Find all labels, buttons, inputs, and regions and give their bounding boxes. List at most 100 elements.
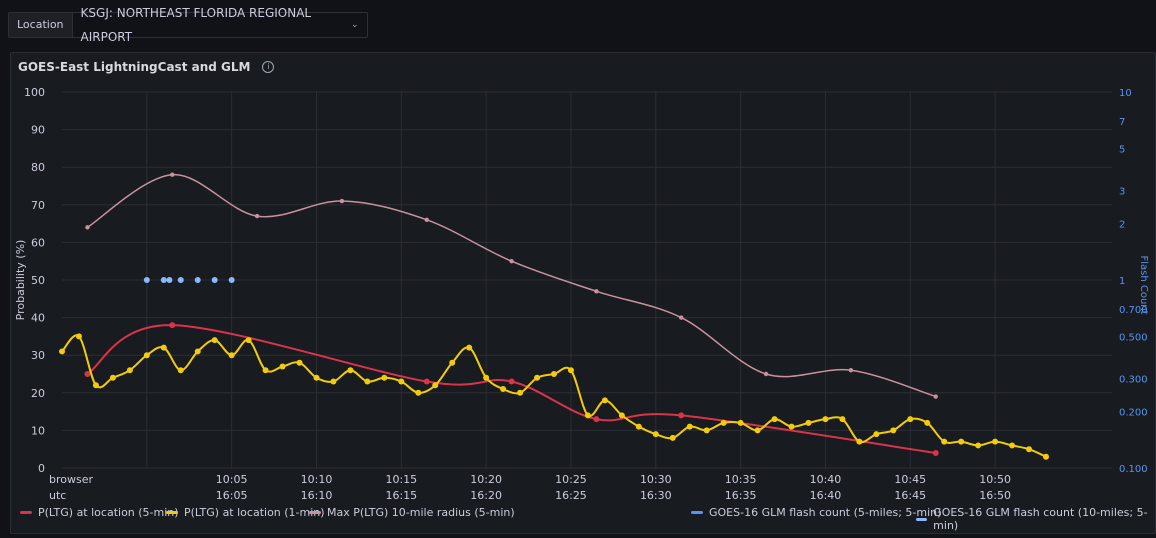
series-point-1 (347, 367, 354, 374)
series-point-1 (975, 442, 982, 449)
series-point-1 (432, 382, 439, 389)
legend-item-lightblue[interactable]: GOES-16 GLM flash count (10-miles; 5-min… (916, 506, 1156, 532)
series-point-1 (703, 427, 710, 434)
y-tick-label: 100 (24, 86, 45, 99)
series-point-1 (618, 412, 625, 419)
series-point-1 (567, 367, 574, 374)
series-point-2 (933, 394, 938, 399)
series-point-1 (517, 389, 524, 396)
legend-swatch (166, 511, 178, 514)
series-point-1 (59, 348, 65, 355)
legend: P(LTG) at location (5-min) P(LTG) at loc… (0, 506, 1156, 532)
x-tick-label-utc: 16:50 (979, 489, 1011, 502)
series-point-2 (594, 289, 599, 294)
series-point-1 (177, 367, 184, 374)
x-tick-label: 10:35 (725, 473, 757, 486)
x-tick-label-utc: 16:10 (301, 489, 333, 502)
series-point-1 (534, 374, 541, 381)
y-tick-label: 90 (31, 124, 45, 137)
legend-item-red[interactable]: P(LTG) at location (5-min) (20, 506, 179, 519)
series-point-1 (873, 431, 880, 438)
series-point-0 (84, 371, 91, 377)
location-select[interactable]: KSGJ: NORTHEAST FLORIDA REGIONAL AIRPORT… (72, 6, 367, 44)
legend-label: Max P(LTG) 10-mile radius (5-min) (327, 506, 515, 519)
x-tick-label: 10:50 (979, 473, 1011, 486)
y2-tick-label: 3 (1119, 186, 1125, 197)
series-point-2 (170, 172, 175, 177)
x-tick-label: 10:25 (555, 473, 587, 486)
series-point-1 (1009, 442, 1016, 449)
series-point-2 (339, 198, 345, 204)
x-tick-label-utc: 16:40 (810, 489, 842, 502)
series-point-2 (763, 371, 769, 377)
series-point-1 (313, 374, 320, 381)
location-label: Location (9, 13, 73, 37)
series-point-1 (279, 363, 286, 370)
series-point-1 (601, 397, 608, 404)
series-point-1 (92, 382, 99, 389)
series-point-4 (166, 277, 173, 283)
series-point-1 (143, 352, 150, 359)
x-tick-label-utc: 16:20 (470, 489, 502, 502)
legend-item-yellow[interactable]: P(LTG) at location (1-min) (166, 506, 325, 519)
y-tick-label: 60 (31, 236, 45, 249)
series-point-1 (483, 374, 490, 381)
series-point-1 (160, 344, 167, 351)
x-tick-label: 10:05 (216, 473, 248, 486)
y2-tick-label: 7 (1119, 117, 1125, 128)
series-line-1 (61, 334, 1047, 458)
series-line-2 (87, 173, 936, 398)
x-tick-label: 10:40 (810, 473, 842, 486)
legend-swatch (691, 511, 703, 514)
series-point-2 (85, 225, 90, 230)
legend-swatch (309, 511, 321, 514)
series-point-1 (805, 419, 812, 426)
panel-title[interactable]: GOES-East LightningCast and GLM (18, 60, 251, 74)
x-tick-label-utc: 16:25 (555, 489, 587, 502)
series-point-1 (1026, 446, 1033, 453)
y2-tick-label: 10 (1119, 88, 1132, 99)
series-point-1 (466, 344, 473, 351)
y-tick-label: 20 (31, 387, 45, 400)
y2-tick-label: 0.500 (1119, 333, 1148, 344)
series-point-4 (211, 277, 218, 283)
x-tick-label-utc: 16:05 (216, 489, 248, 502)
series-point-1 (788, 423, 795, 430)
series-point-1 (1043, 453, 1049, 460)
legend-label: GOES-16 GLM flash count (5-miles; 5-min) (709, 506, 942, 519)
series-point-1 (194, 348, 201, 355)
x-tick-label-utc: 16:15 (385, 489, 417, 502)
chart-panel: GOES-East LightningCast and GLM i (10, 52, 1156, 534)
series-point-1 (500, 386, 507, 393)
location-value: KSGJ: NORTHEAST FLORIDA REGIONAL AIRPORT (80, 6, 312, 44)
series-point-2 (679, 315, 684, 320)
legend-item-pink[interactable]: Max P(LTG) 10-mile radius (5-min) (309, 506, 515, 519)
y-axis-label: Probability (%) (14, 240, 27, 321)
series-point-2 (254, 213, 260, 219)
x-tick-label: 10:30 (640, 473, 672, 486)
x-row-label: utc (49, 489, 66, 502)
series-point-1 (958, 438, 965, 445)
series-point-1 (126, 367, 133, 374)
series-point-1 (584, 412, 591, 419)
series-point-1 (771, 416, 778, 423)
y2-axis-label: Flash Count (1138, 255, 1149, 314)
series-point-0 (932, 449, 939, 456)
series-point-1 (228, 352, 235, 359)
x-tick-label-utc: 16:45 (894, 489, 926, 502)
series-point-1 (686, 423, 693, 430)
series-point-1 (109, 374, 116, 381)
series-point-1 (652, 431, 659, 438)
legend-item-blue[interactable]: GOES-16 GLM flash count (5-miles; 5-min) (691, 506, 941, 519)
panel-header: GOES-East LightningCast and GLM i (11, 53, 1155, 81)
series-point-1 (296, 359, 303, 366)
x-tick-label-utc: 16:30 (640, 489, 672, 502)
series-point-4 (228, 277, 235, 283)
series-point-2 (424, 217, 429, 223)
series-point-1 (890, 427, 897, 434)
y2-tick-label: 0.100 (1119, 464, 1148, 475)
series-point-4 (177, 277, 184, 283)
series-point-0 (423, 378, 430, 385)
info-icon[interactable]: i (262, 61, 275, 73)
